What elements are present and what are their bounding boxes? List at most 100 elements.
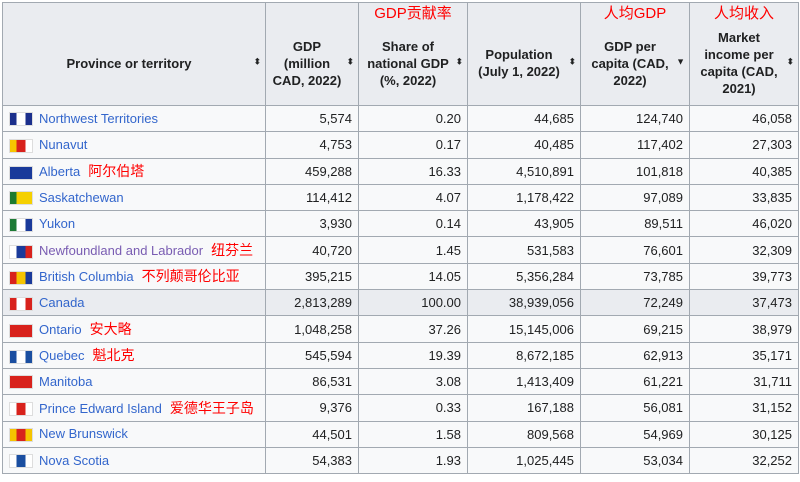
gdp-cell: 459,288 bbox=[265, 157, 359, 185]
flag-icon bbox=[9, 138, 33, 153]
table-row: Newfoundland and Labrador 纽芬兰 40,720 1.45 53… bbox=[2, 236, 799, 264]
income-cell: 39,773 bbox=[689, 262, 799, 291]
flag-icon bbox=[9, 191, 33, 206]
income-cell: 32,309 bbox=[689, 236, 799, 264]
column-header-1[interactable]: GDP (million CAD, 2022) ⬍ bbox=[265, 2, 359, 106]
province-cell: Alberta 阿尔伯塔 bbox=[2, 157, 266, 185]
income-cell: 31,152 bbox=[689, 394, 799, 422]
annotation-share: GDP贡献率 bbox=[374, 5, 452, 22]
pop-cell: 809,568 bbox=[467, 420, 581, 448]
table-row: Nova Scotia 54,383 1.93 1,025,445 53,034 32,2… bbox=[2, 446, 799, 475]
sort-icon[interactable]: ⬍ bbox=[568, 56, 576, 67]
column-header-label: GDP (million CAD, 2022) bbox=[272, 38, 342, 88]
province-link[interactable]: Canada bbox=[39, 294, 85, 310]
province-link[interactable]: British Columbia bbox=[39, 269, 134, 285]
pop-cell: 8,672,185 bbox=[467, 341, 581, 369]
pop-cell: 15,145,006 bbox=[467, 315, 581, 343]
sort-icon[interactable]: ⬍ bbox=[253, 56, 261, 67]
column-header-5[interactable]: 人均收入 Market income per capita (CAD, 2021)… bbox=[689, 2, 799, 106]
column-header-label: Province or territory bbox=[66, 55, 192, 71]
income-cell: 46,058 bbox=[689, 104, 799, 133]
income-cell: 31,711 bbox=[689, 367, 799, 396]
table-row: Canada 2,813,289 100.00 38,939,056 72,249 37,… bbox=[2, 289, 799, 317]
flag-icon bbox=[9, 296, 33, 311]
province-cell: Ontario 安大略 bbox=[2, 315, 266, 343]
gdp-cell: 1,048,258 bbox=[265, 315, 359, 343]
gdppc-cell: 62,913 bbox=[580, 341, 690, 369]
share-cell: 0.14 bbox=[358, 210, 468, 238]
pop-cell: 44,685 bbox=[467, 104, 581, 133]
gdppc-cell: 72,249 bbox=[580, 289, 690, 317]
gdp-cell: 114,412 bbox=[265, 183, 359, 212]
province-cell: British Columbia 不列颠哥伦比亚 bbox=[2, 262, 266, 291]
column-header-4[interactable]: 人均GDP GDP per capita (CAD, 2022) ▼ bbox=[580, 2, 690, 106]
column-header-2[interactable]: GDP贡献率 Share of national GDP (%, 2022) ⬍ bbox=[358, 2, 468, 106]
income-cell: 30,125 bbox=[689, 420, 799, 448]
annotation-income: 人均收入 bbox=[713, 5, 774, 22]
column-header-label: Market income per capita (CAD, 2021) bbox=[700, 30, 778, 96]
flag-icon bbox=[9, 270, 33, 285]
sort-descending-icon[interactable]: ▼ bbox=[676, 56, 685, 67]
flag-icon bbox=[9, 349, 33, 364]
annotation-bc: 不列颠哥伦比亚 bbox=[141, 268, 240, 285]
flag-icon bbox=[9, 217, 33, 232]
table-row: Prince Edward Island 爱德华王子岛 9,376 0.33 167,1… bbox=[2, 394, 799, 422]
gdppc-cell: 73,785 bbox=[580, 262, 690, 291]
share-cell: 100.00 bbox=[358, 289, 468, 317]
flag-icon bbox=[9, 375, 33, 390]
table-row: Northwest Territories 5,574 0.20 44,685 124,… bbox=[2, 104, 799, 133]
gdp-cell: 86,531 bbox=[265, 367, 359, 396]
gdp-table: Province or territory ⬍ GDP (million CAD, … bbox=[2, 2, 799, 475]
column-header-0[interactable]: Province or territory ⬍ bbox=[2, 2, 266, 106]
province-link[interactable]: Nova Scotia bbox=[39, 452, 110, 468]
province-link[interactable]: Ontario bbox=[39, 322, 82, 338]
gdppc-cell: 101,818 bbox=[580, 157, 690, 185]
table-row: Yukon 3,930 0.14 43,905 89,511 46,020 bbox=[2, 210, 799, 238]
flag-icon bbox=[9, 402, 33, 417]
province-cell: Manitoba bbox=[2, 367, 266, 396]
gdppc-cell: 56,081 bbox=[580, 394, 690, 422]
table-row: Manitoba 86,531 3.08 1,413,409 61,221 31,711 bbox=[2, 367, 799, 396]
province-cell: Yukon bbox=[2, 210, 266, 238]
column-header-label: Share of national GDP (%, 2022) bbox=[367, 38, 449, 88]
flag-icon bbox=[9, 323, 33, 338]
province-link[interactable]: New Brunswick bbox=[39, 426, 128, 442]
province-link[interactable]: Newfoundland and Labrador bbox=[39, 243, 204, 259]
annotation-ontario: 安大略 bbox=[89, 321, 132, 338]
province-link[interactable]: Quebec bbox=[39, 348, 85, 364]
share-cell: 37.26 bbox=[358, 315, 468, 343]
share-cell: 1.58 bbox=[358, 420, 468, 448]
pop-cell: 1,413,409 bbox=[467, 367, 581, 396]
province-cell: Prince Edward Island 爱德华王子岛 bbox=[2, 394, 266, 422]
gdppc-cell: 124,740 bbox=[580, 104, 690, 133]
sort-icon[interactable]: ⬍ bbox=[786, 56, 794, 67]
sort-icon[interactable]: ⬍ bbox=[346, 56, 354, 67]
income-cell: 37,473 bbox=[689, 289, 799, 317]
pop-cell: 43,905 bbox=[467, 210, 581, 238]
gdp-cell: 54,383 bbox=[265, 446, 359, 475]
province-link[interactable]: Prince Edward Island bbox=[39, 400, 162, 416]
gdppc-cell: 76,601 bbox=[580, 236, 690, 264]
gdp-cell: 40,720 bbox=[265, 236, 359, 264]
column-header-3[interactable]: Population (July 1, 2022) ⬍ bbox=[467, 2, 581, 106]
sort-icon[interactable]: ⬍ bbox=[455, 56, 463, 67]
table-row: Quebec 魁北克 545,594 19.39 8,672,185 62,913 35,1… bbox=[2, 341, 799, 369]
province-cell: Nunavut bbox=[2, 131, 266, 159]
gdp-cell: 2,813,289 bbox=[265, 289, 359, 317]
province-link[interactable]: Yukon bbox=[39, 216, 76, 232]
pop-cell: 40,485 bbox=[467, 131, 581, 159]
province-cell: Nova Scotia bbox=[2, 446, 266, 475]
province-link[interactable]: Nunavut bbox=[39, 137, 88, 153]
gdp-cell: 5,574 bbox=[265, 104, 359, 133]
flag-icon bbox=[9, 112, 33, 127]
province-cell: New Brunswick bbox=[2, 420, 266, 448]
gdppc-cell: 61,221 bbox=[580, 367, 690, 396]
flag-icon bbox=[9, 454, 33, 469]
province-link[interactable]: Alberta bbox=[39, 164, 81, 180]
province-link[interactable]: Manitoba bbox=[39, 373, 93, 389]
province-link[interactable]: Saskatchewan bbox=[39, 189, 124, 205]
table-row: Nunavut 4,753 0.17 40,485 117,402 27,303 bbox=[2, 131, 799, 159]
gdp-cell: 3,930 bbox=[265, 210, 359, 238]
province-link[interactable]: Northwest Territories bbox=[39, 110, 158, 126]
province-cell: Quebec 魁北克 bbox=[2, 341, 266, 369]
